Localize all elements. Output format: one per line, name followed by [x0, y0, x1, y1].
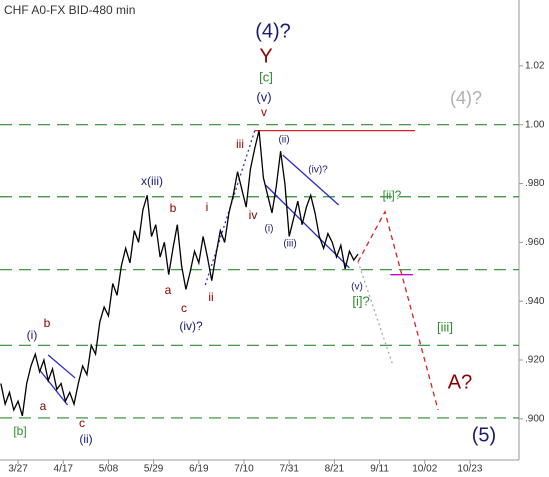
wave-label: c — [181, 301, 187, 315]
x-tick-label: 5/29 — [144, 464, 164, 475]
wave-label: i — [206, 200, 209, 214]
wave-label: b — [170, 201, 177, 215]
wave-label: (iii) — [283, 239, 296, 250]
wave-label: (iv)? — [308, 165, 328, 176]
x-tick-label: 3/27 — [8, 464, 28, 475]
y-tick-label: .900 — [525, 413, 545, 424]
wave-label: Y — [259, 45, 272, 67]
wave-label: x(iii) — [141, 174, 163, 188]
x-tick-label: 6/19 — [189, 464, 209, 475]
wave-label: a — [40, 399, 47, 413]
x-tick-label: 4/17 — [54, 464, 74, 475]
wave-label: b — [44, 316, 51, 330]
wave-label: (v) — [256, 89, 271, 104]
wave-label: (v) — [351, 282, 363, 293]
trend-line — [282, 154, 340, 206]
wave-label: (4)? — [255, 20, 291, 42]
x-tick-label: 8/21 — [325, 464, 345, 475]
wave-label: [ii]? — [383, 188, 402, 202]
wave-label: [c] — [259, 69, 273, 84]
wave-label: ii — [208, 290, 213, 304]
wave-label: A? — [448, 371, 472, 393]
wave-label: a — [165, 283, 172, 297]
x-tick-label: 10/02 — [412, 464, 437, 475]
price-line — [0, 130, 359, 417]
wave-label: [b] — [13, 424, 26, 438]
y-tick-label: .920 — [525, 355, 545, 366]
wave-label: (iv)? — [179, 319, 203, 333]
wave-label: [i]? — [352, 293, 369, 308]
wave-label: iv — [249, 208, 258, 222]
trend-line — [39, 369, 69, 406]
x-tick-label: 7/10 — [234, 464, 254, 475]
x-tick-label: 5/08 — [99, 464, 119, 475]
y-tick-label: .960 — [525, 237, 545, 248]
wave-label: (i) — [27, 328, 38, 342]
wave-label: (i) — [265, 224, 274, 235]
wave-label: iii — [236, 137, 244, 151]
x-tick-label: 7/31 — [279, 464, 299, 475]
trend-line — [47, 354, 76, 379]
trend-line — [357, 210, 439, 411]
wave-label: [iii] — [437, 319, 453, 334]
x-tick-label: 10/23 — [457, 464, 482, 475]
wave-label: c — [79, 416, 85, 430]
y-tick-label: .940 — [525, 296, 545, 307]
y-tick-label: .980 — [525, 178, 545, 189]
y-tick-label: 1.00 — [525, 119, 545, 130]
x-tick-label: 9/11 — [370, 464, 389, 475]
y-tick-label: 1.02 — [525, 61, 545, 72]
wave-label: (ii) — [79, 432, 92, 446]
trend-line — [357, 261, 394, 367]
wave-label: (ii) — [278, 135, 289, 146]
wave-label: (5) — [472, 424, 496, 446]
chart-title: CHF A0-FX BID-480 min — [4, 3, 135, 17]
wave-label: v — [261, 105, 267, 119]
wave-label: (4)? — [450, 88, 482, 108]
